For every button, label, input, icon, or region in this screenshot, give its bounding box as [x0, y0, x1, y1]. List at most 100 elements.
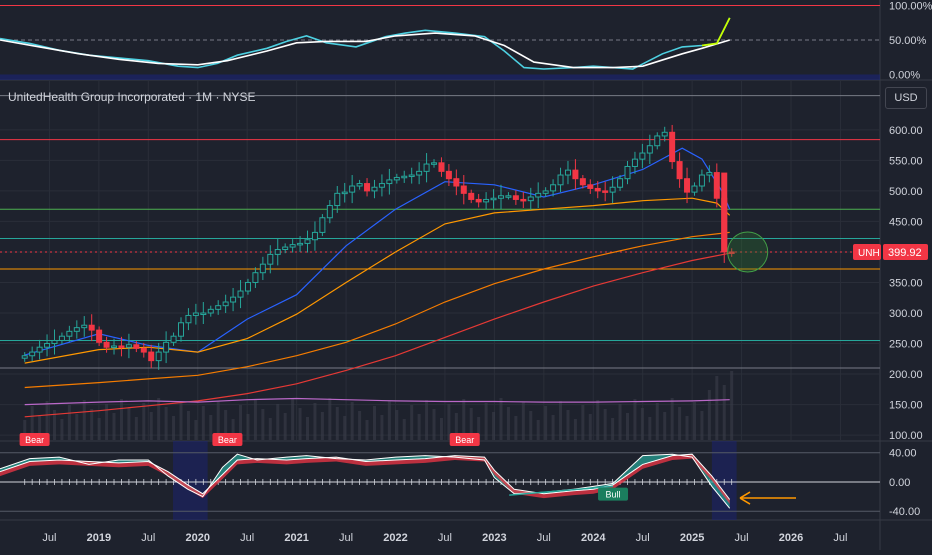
volume-bar [417, 414, 421, 440]
time-axis-tick-label: Jul [636, 532, 650, 544]
candlestick [192, 312, 199, 316]
signal-label-bg [449, 433, 480, 446]
candlestick [96, 329, 103, 343]
volume-bar [291, 399, 295, 440]
candlestick [21, 355, 28, 359]
volume-bar [663, 412, 667, 440]
candlestick [163, 341, 170, 353]
candlestick [334, 192, 341, 207]
signal-label-bg [598, 487, 629, 501]
candlestick [654, 135, 661, 147]
volume-bar [722, 385, 726, 440]
volume-bar [224, 410, 228, 440]
volume-bar [82, 400, 86, 440]
volume-bar [692, 402, 696, 440]
volume-bar [454, 413, 458, 440]
candlestick [527, 196, 534, 202]
volume-bar [45, 401, 49, 440]
volume-bar [172, 416, 176, 440]
volume-bar [276, 404, 280, 440]
time-axis-tick-label: Jul [141, 532, 155, 544]
candlestick [289, 244, 296, 248]
candlestick [274, 249, 281, 255]
volume-bar [626, 413, 630, 440]
candlestick [81, 324, 88, 329]
volume-bar [67, 405, 71, 440]
candlestick [118, 345, 125, 348]
price-axis-tick-label: 350.00 [889, 277, 923, 289]
volume-bar [506, 407, 510, 440]
symbol-title: UnitedHealth Group Incorporated · 1M · N… [8, 90, 256, 104]
candlestick [587, 184, 594, 189]
candlestick [468, 192, 475, 200]
volume-bar [410, 405, 414, 440]
candlestick [594, 187, 601, 192]
volume-bar [685, 416, 689, 440]
oscillator-fill-area [0, 454, 730, 504]
bottom-axis-tick-label: 40.00 [889, 448, 917, 460]
price-axis-tick-label: 600.00 [889, 125, 923, 137]
volume-bar [112, 413, 116, 440]
volume-bar [715, 376, 719, 440]
candlestick [44, 343, 51, 348]
time-axis-tick-label: 2019 [87, 532, 111, 544]
signal-label-text: Bear [218, 435, 237, 445]
bear-signal-label: Bear [449, 433, 480, 446]
candlestick [475, 198, 482, 203]
candlestick [311, 231, 318, 241]
volume-bar [261, 409, 265, 440]
time-axis-tick-label: Jul [42, 532, 56, 544]
candlestick [617, 178, 624, 188]
volume-bar [588, 414, 592, 440]
candlestick [207, 308, 214, 314]
candlestick [36, 346, 43, 353]
currency-button[interactable]: USD [885, 87, 927, 109]
last-price-tag-label: 399.92 [888, 247, 922, 259]
bull-signal-label: Bull [598, 487, 629, 501]
bear-signal-label: Bear [212, 433, 243, 446]
volume-bar [492, 412, 496, 440]
candlestick [490, 197, 497, 201]
candlestick [170, 335, 177, 343]
candlestick [713, 172, 720, 199]
volume-bar [157, 398, 161, 440]
volume-bar [328, 398, 332, 440]
volume-bar [603, 409, 607, 440]
candlestick [669, 131, 676, 163]
candlestick [349, 185, 356, 193]
candlestick [155, 351, 162, 362]
candlestick [259, 263, 266, 274]
volume-bar [484, 403, 488, 440]
volume-bar [536, 420, 540, 440]
volume-bar [60, 419, 64, 440]
volume-bar [521, 402, 525, 440]
oscillator-series-line [0, 453, 731, 500]
candlestick [542, 190, 549, 194]
time-axis-tick-label: Jul [735, 532, 749, 544]
candlestick [185, 314, 192, 324]
candlestick [133, 344, 140, 349]
moving-average-line [24, 197, 731, 364]
divergence-line [509, 485, 614, 496]
candlestick [51, 339, 58, 345]
volume-bar [648, 417, 652, 440]
candlestick [431, 162, 438, 165]
candlestick [378, 183, 385, 188]
price-axis-tick-label: 250.00 [889, 339, 923, 351]
oscillator-fill-area [0, 454, 730, 509]
volume-bar [633, 399, 637, 440]
candlestick [66, 330, 73, 337]
candlestick [691, 185, 698, 193]
oscillator-zone-band [0, 74, 880, 80]
candlestick [408, 174, 415, 178]
candlestick [438, 162, 445, 172]
time-axis-tick-label: 2023 [482, 532, 506, 544]
price-axis-tick-label: 550.00 [889, 155, 923, 167]
volume-bar [97, 418, 101, 440]
volume-bar [119, 399, 123, 440]
candlestick [631, 158, 638, 167]
volume-bar [439, 418, 443, 440]
time-axis-tick-label: Jul [537, 532, 551, 544]
candlestick [297, 242, 304, 246]
